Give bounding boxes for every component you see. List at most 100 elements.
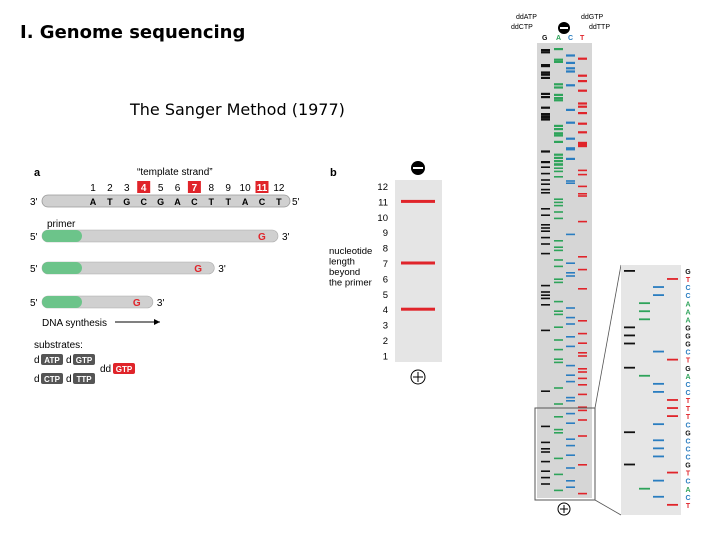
- main-gel-band: [541, 150, 550, 153]
- main-gel-band: [554, 416, 563, 418]
- sequence-base: C: [685, 390, 690, 397]
- terminator-substrate-box: [113, 363, 135, 374]
- substrates-label: substrates:: [34, 340, 83, 351]
- main-gel-band: [566, 84, 575, 87]
- main-gel-band: [554, 132, 563, 135]
- main-gel-band: [541, 284, 550, 287]
- position-number: 10: [240, 183, 252, 194]
- substrates-list: d ATP d GTP d CTP d TTP dd GTP: [34, 354, 135, 385]
- main-gel-band: [554, 86, 563, 89]
- scale-tick-label: 5: [383, 290, 388, 301]
- position-number: 11: [257, 183, 268, 194]
- sequence-base: T: [686, 414, 691, 421]
- template-base: G: [157, 197, 164, 207]
- main-gel-band: [554, 99, 563, 102]
- main-gel-band: [541, 236, 550, 239]
- main-gel-band: [566, 316, 575, 319]
- sequence-base: G: [685, 269, 691, 276]
- main-gel-band: [554, 457, 563, 460]
- gel-band: [401, 261, 435, 265]
- main-gel-band: [578, 131, 587, 134]
- template-3-end: 3': [30, 197, 38, 208]
- main-gel-band: [554, 204, 563, 207]
- zoom-gel-band: [653, 439, 664, 442]
- position-numbers: 1 2 3 4 5 6 7 8 9 10 11 12: [90, 181, 285, 194]
- strand-3-end: 3': [157, 298, 165, 309]
- primer-label: primer: [47, 219, 76, 230]
- scale-tick-label: 3: [383, 321, 388, 332]
- main-gel-band: [578, 320, 587, 322]
- main-gel-band: [541, 214, 550, 216]
- zoom-gel-band: [624, 326, 635, 329]
- position-number: 6: [175, 183, 181, 194]
- main-gel-band: [566, 480, 575, 482]
- main-gel-band: [554, 97, 563, 100]
- main-gel-band: [554, 358, 563, 360]
- main-gel-band: [578, 169, 587, 172]
- slide-subtitle: The Sanger Method (1977): [130, 100, 345, 119]
- main-gel-band: [578, 122, 587, 125]
- main-gel-band: [541, 65, 550, 68]
- main-gel-band: [566, 157, 575, 160]
- main-gel-band: [541, 73, 550, 76]
- main-gel-band: [578, 220, 587, 223]
- main-gel-band: [541, 183, 550, 185]
- position-number: 4: [141, 183, 147, 194]
- main-gel-band: [541, 294, 550, 296]
- main-gel-band: [554, 167, 563, 169]
- main-gel-band: [566, 444, 575, 447]
- scale-tick-label: 10: [377, 213, 388, 224]
- gel-band: [401, 199, 435, 203]
- terminator-substrate-name: GTP: [116, 365, 133, 374]
- main-gel-band: [554, 432, 563, 434]
- scale-tick-label: 12: [377, 182, 388, 193]
- scale-tick-label: 4: [383, 305, 388, 316]
- main-gel-band: [578, 185, 587, 188]
- main-gel-band: [578, 342, 587, 344]
- zoom-region-box: [534, 407, 596, 501]
- main-gel-band: [554, 246, 563, 248]
- main-gel-band: [578, 355, 587, 357]
- main-gel-band: [566, 400, 575, 402]
- main-gel-band: [554, 361, 563, 364]
- main-gel-band: [578, 112, 587, 115]
- position-highlight: [255, 181, 269, 193]
- terminator-base: G: [194, 264, 202, 275]
- zoom-gel-band: [639, 487, 650, 490]
- main-gel-band: [554, 201, 563, 204]
- main-gel-band: [541, 192, 550, 194]
- main-gel-band: [541, 172, 550, 175]
- zoom-gel-band: [624, 270, 635, 272]
- lane-label-t: T: [580, 35, 585, 42]
- main-gel-band: [566, 454, 575, 456]
- main-gel-band: [566, 61, 575, 64]
- main-gel-band: [554, 310, 563, 312]
- main-gel-band: [578, 102, 587, 105]
- main-gel-band: [578, 193, 587, 195]
- sequence-base: A: [685, 487, 690, 494]
- main-gel-band: [541, 470, 550, 472]
- sequence-base: C: [685, 293, 690, 300]
- terminator-base: G: [133, 298, 141, 309]
- main-gel-band: [566, 180, 575, 182]
- main-gel-band: [541, 224, 550, 226]
- main-gel-band: [554, 489, 563, 492]
- zoom-gel-bands: [624, 270, 678, 506]
- substrate-name: ATP: [44, 356, 60, 365]
- main-gel-band: [554, 473, 563, 476]
- main-gel-band: [541, 49, 550, 52]
- sequence-base: C: [685, 455, 690, 462]
- main-gel-band: [578, 195, 587, 197]
- main-gel-band: [554, 339, 563, 341]
- caption-line: nucleotide: [329, 246, 372, 257]
- main-gel-band: [566, 121, 575, 124]
- substrate-box: [41, 354, 63, 365]
- scale-tick-label: 9: [383, 228, 388, 239]
- main-gel-band: [578, 288, 587, 290]
- main-gel-bands: [541, 48, 587, 495]
- main-gel-band: [578, 435, 587, 437]
- main-gel-band: [566, 422, 575, 424]
- header-ddgtp: ddGTP: [581, 14, 604, 21]
